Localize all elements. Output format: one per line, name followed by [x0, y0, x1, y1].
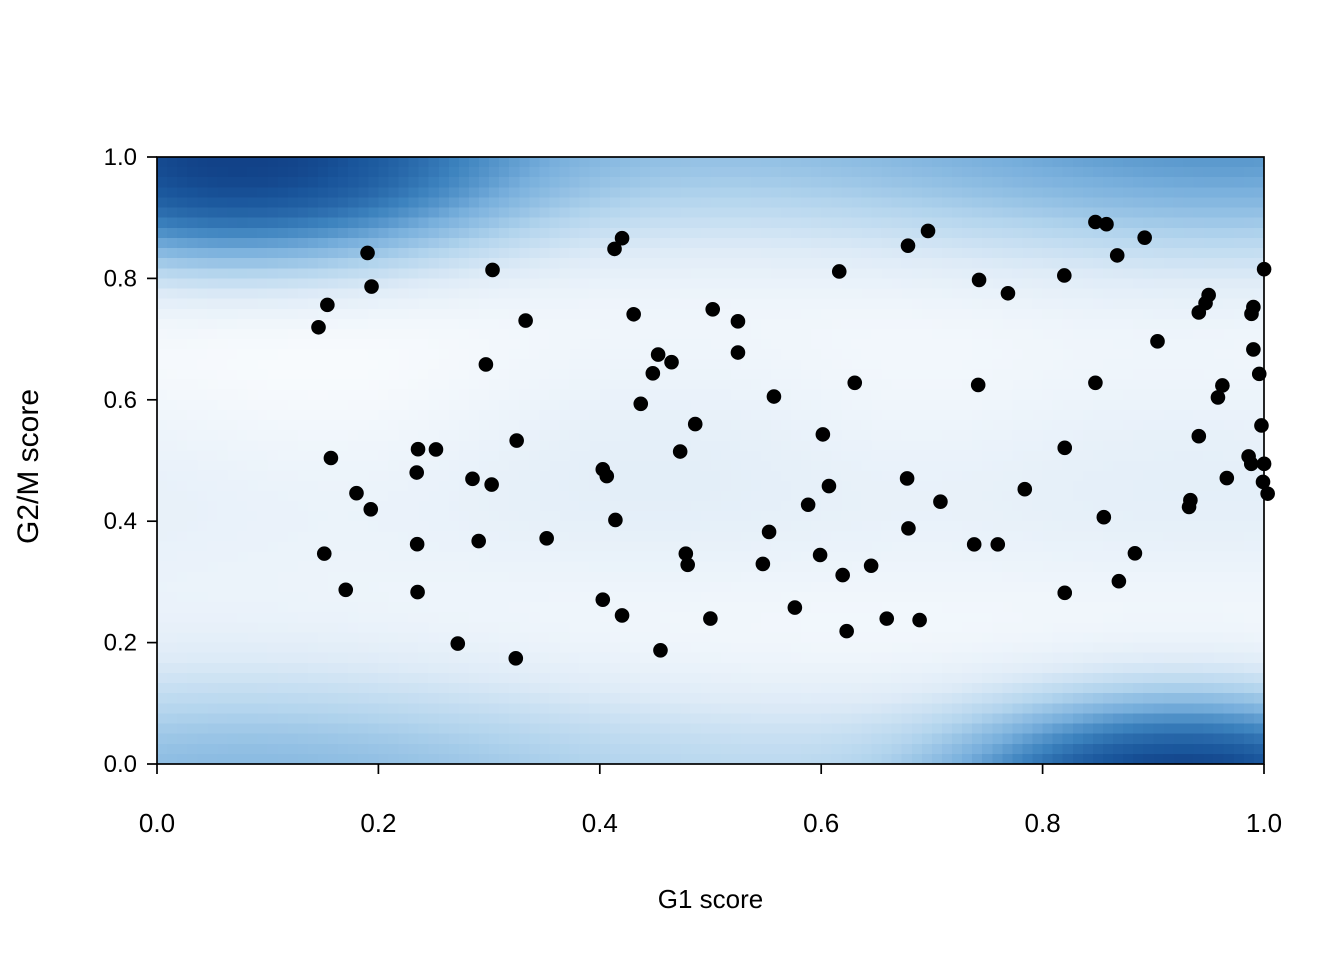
svg-text:G2/M score: G2/M score [12, 389, 45, 544]
svg-text:0.0: 0.0 [139, 808, 175, 838]
svg-text:0.8: 0.8 [104, 265, 137, 292]
svg-text:0.4: 0.4 [104, 508, 137, 535]
svg-text:0.0: 0.0 [104, 751, 137, 778]
svg-text:0.2: 0.2 [104, 630, 137, 657]
svg-text:0.2: 0.2 [360, 808, 396, 838]
svg-text:0.6: 0.6 [104, 387, 137, 414]
svg-text:1.0: 1.0 [104, 144, 137, 171]
svg-text:0.6: 0.6 [803, 808, 839, 838]
svg-text:0.8: 0.8 [1025, 808, 1061, 838]
svg-text:0.4: 0.4 [582, 808, 618, 838]
svg-text:1.0: 1.0 [1246, 808, 1282, 838]
svg-text:G1 score: G1 score [658, 884, 764, 914]
